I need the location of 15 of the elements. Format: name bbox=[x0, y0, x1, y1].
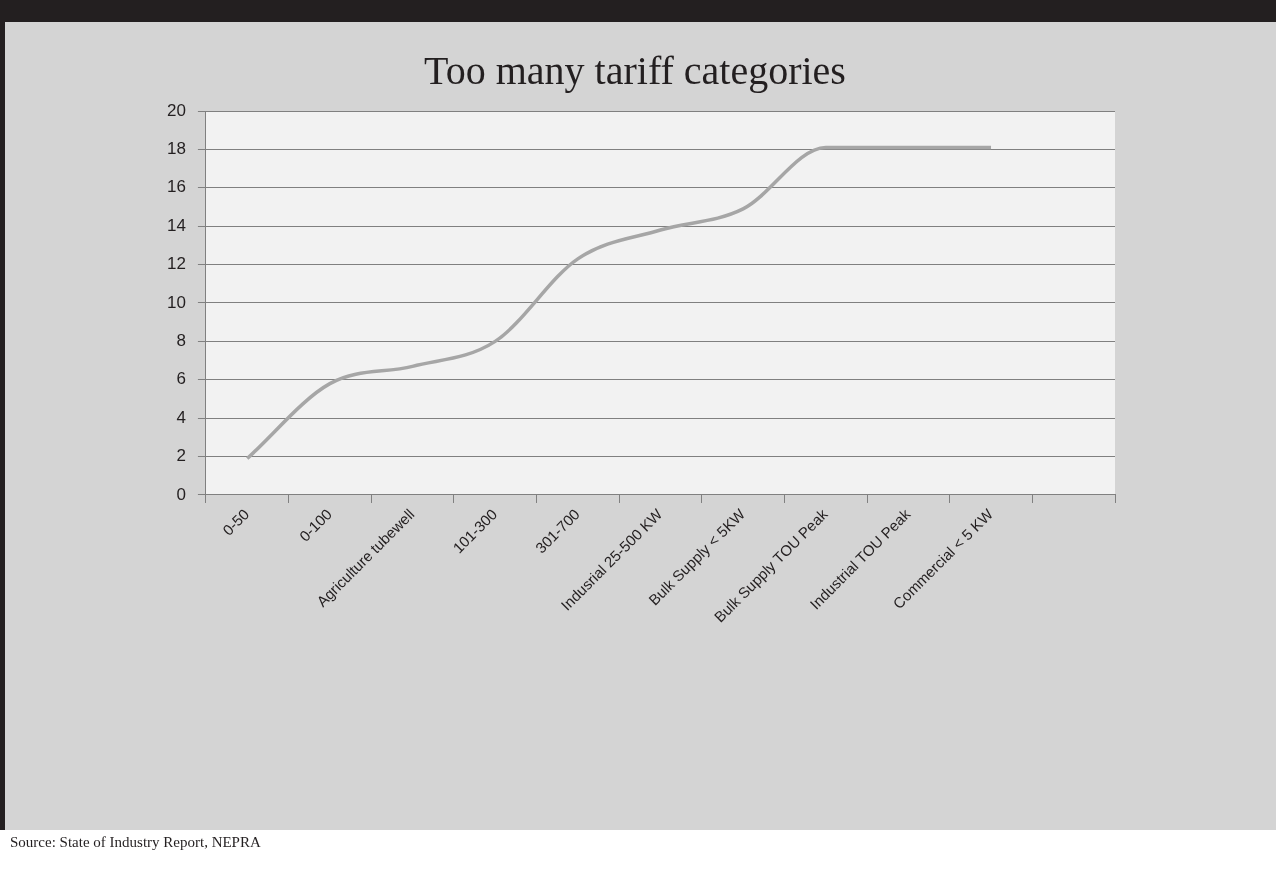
line-series bbox=[245, 145, 993, 461]
x-tick-label: 0-50 bbox=[219, 505, 253, 539]
source-note: Source: State of Industry Report, NEPRA bbox=[10, 834, 261, 851]
y-tick-label: 16 bbox=[166, 177, 186, 197]
y-tick-label: 0 bbox=[176, 484, 186, 504]
chart-title: Too many tariff categories bbox=[424, 47, 846, 93]
y-tick-label: 8 bbox=[176, 331, 186, 351]
y-tick-label: 6 bbox=[176, 369, 186, 389]
y-tick-label: 18 bbox=[166, 139, 186, 159]
y-tick-label: 14 bbox=[166, 215, 186, 235]
y-tick-label: 10 bbox=[166, 292, 186, 312]
y-tick-label: 20 bbox=[166, 100, 186, 120]
y-tick-label: 12 bbox=[166, 254, 186, 274]
y-tick-label: 4 bbox=[176, 407, 186, 427]
y-tick-label: 2 bbox=[176, 446, 186, 466]
